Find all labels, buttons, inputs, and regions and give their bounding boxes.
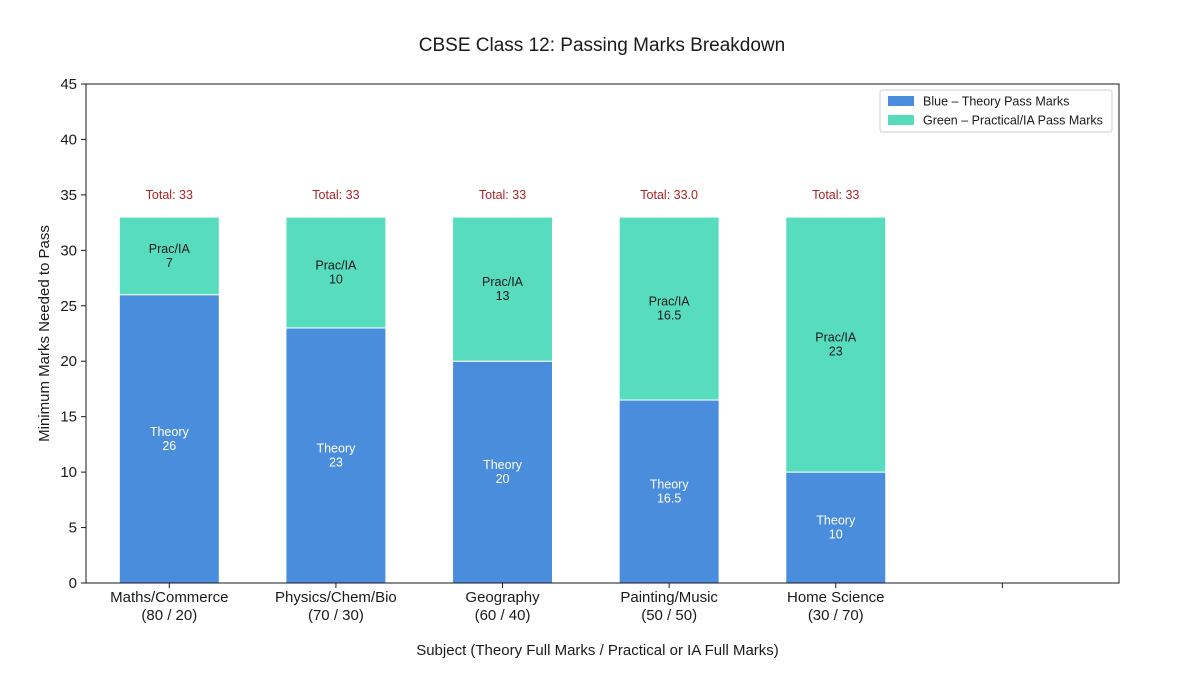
x-tick-label-3: Geography xyxy=(465,589,540,606)
practical-label-1: Prac/IA xyxy=(149,242,191,256)
x-tick-sublabel-5: (30 / 70) xyxy=(808,607,864,624)
theory-bar-3 xyxy=(452,360,554,584)
x-tick-label-2: Physics/Chem/Bio xyxy=(275,589,397,606)
practical-value-label-2: 10 xyxy=(329,273,343,287)
x-tick-sublabel-4: (50 / 50) xyxy=(641,607,697,624)
practical-bar-4 xyxy=(618,216,720,401)
practical-label-4: Prac/IA xyxy=(649,295,691,309)
y-tick-label-45: 45 xyxy=(60,76,77,93)
y-tick-label-0: 0 xyxy=(69,575,77,592)
theory-label-3: Theory xyxy=(483,458,523,472)
total-label-1: Total: 33 xyxy=(146,188,193,202)
total-label-4: Total: 33.0 xyxy=(640,188,698,202)
practical-value-label-4: 16.5 xyxy=(657,309,681,323)
x-tick-sublabel-3: (60 / 40) xyxy=(475,607,531,624)
practical-bar-3 xyxy=(452,216,554,362)
theory-value-label-1: 26 xyxy=(162,439,176,453)
legend-label-1: Blue – Theory Pass Marks xyxy=(923,95,1069,109)
theory-value-label-5: 10 xyxy=(829,528,843,542)
y-tick-label-25: 25 xyxy=(60,298,77,315)
x-axis-label: Subject (Theory Full Marks / Practical o… xyxy=(416,642,779,659)
practical-value-label-1: 7 xyxy=(166,256,173,270)
practical-label-3: Prac/IA xyxy=(482,275,524,289)
x-tick-label-4: Painting/Music xyxy=(620,589,718,606)
practical-label-2: Prac/IA xyxy=(315,259,357,273)
legend-label-2: Green – Practical/IA Pass Marks xyxy=(923,114,1103,128)
theory-value-label-2: 23 xyxy=(329,455,343,469)
theory-label-4: Theory xyxy=(650,478,690,492)
theory-label-2: Theory xyxy=(316,441,356,455)
y-tick-label-20: 20 xyxy=(60,353,77,370)
legend-swatch-1 xyxy=(888,96,914,106)
practical-value-label-3: 13 xyxy=(496,289,510,303)
plot-frame xyxy=(85,83,1120,584)
practical-value-label-5: 23 xyxy=(829,345,843,359)
y-axis-label: Minimum Marks Needed to Pass xyxy=(36,225,53,442)
legend-swatch-2 xyxy=(888,115,914,125)
theory-label-1: Theory xyxy=(150,425,190,439)
y-tick-label-40: 40 xyxy=(60,131,77,148)
y-tick-label-5: 5 xyxy=(69,520,77,537)
practical-bar-5 xyxy=(785,216,887,473)
theory-value-label-3: 20 xyxy=(496,472,510,486)
theory-bar-1 xyxy=(118,294,220,584)
y-tick-label-10: 10 xyxy=(60,464,77,481)
total-label-3: Total: 33 xyxy=(479,188,526,202)
y-tick-label-15: 15 xyxy=(60,409,77,426)
total-label-2: Total: 33 xyxy=(312,188,359,202)
theory-label-5: Theory xyxy=(816,514,856,528)
practical-label-5: Prac/IA xyxy=(815,331,857,345)
x-tick-label-1: Maths/Commerce xyxy=(110,589,228,606)
total-label-5: Total: 33 xyxy=(812,188,859,202)
x-tick-sublabel-1: (80 / 20) xyxy=(141,607,197,624)
practical-bar-2 xyxy=(285,216,387,329)
x-tick-label-5: Home Science xyxy=(787,589,885,606)
y-tick-label-35: 35 xyxy=(60,187,77,204)
legend-box xyxy=(879,89,1113,133)
y-tick-label-30: 30 xyxy=(60,242,77,259)
chart-title: CBSE Class 12: Passing Marks Breakdown xyxy=(419,35,785,56)
practical-bar-1 xyxy=(118,216,220,296)
x-tick-sublabel-2: (70 / 30) xyxy=(308,607,364,624)
theory-value-label-4: 16.5 xyxy=(657,492,681,506)
